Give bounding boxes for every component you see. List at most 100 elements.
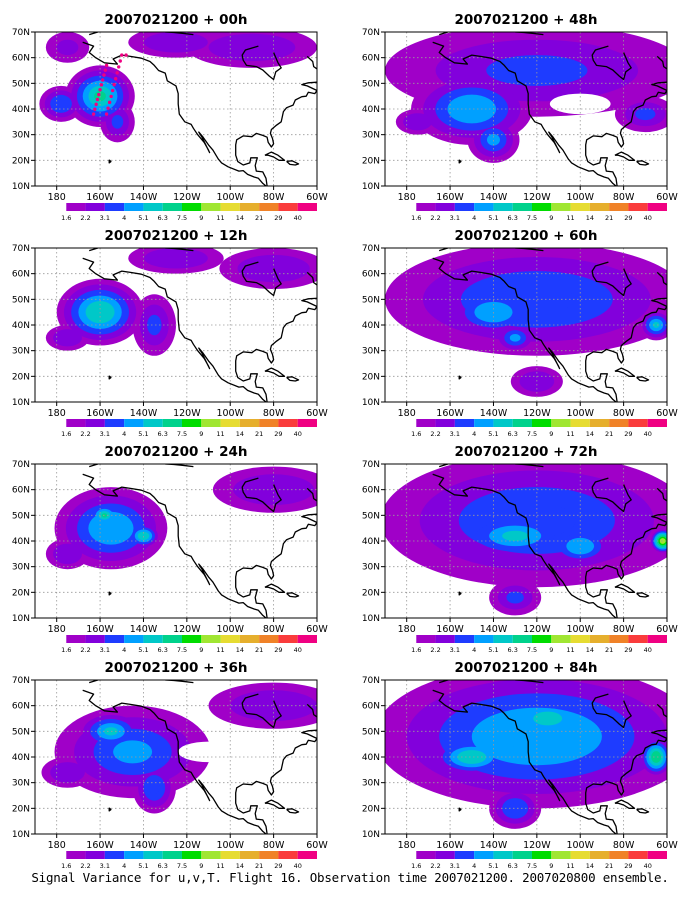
colorbar-label: 11 <box>566 214 574 222</box>
colorbar-label: 29 <box>274 862 282 870</box>
lon-tick-label: 120W <box>173 408 201 419</box>
observation-point <box>97 92 101 97</box>
lat-tick-label: 10N <box>12 614 30 624</box>
colorbar-label: 11 <box>216 430 224 438</box>
map-panel: 2007021200 + 72h 10N 20N 30N 40N 50N 60N 70N 180… <box>362 444 679 654</box>
lat-tick-label: 50N <box>362 511 380 521</box>
lat-tick-label: 20N <box>362 372 380 382</box>
colorbar-swatch <box>532 419 552 427</box>
observation-point <box>102 73 106 77</box>
colorbar-label: 40 <box>294 646 302 654</box>
variance-contour <box>410 117 425 127</box>
panel-title: 2007021200 + 36h <box>104 660 247 676</box>
colorbar-swatch <box>589 419 610 427</box>
colorbar-label: 14 <box>586 430 594 438</box>
colorbar-swatch <box>182 203 202 211</box>
colorbar-swatch <box>66 851 86 859</box>
colorbar-label: 1.6 <box>411 430 421 438</box>
figure-caption: Signal Variance for u,v,T. Flight 16. Ob… <box>31 870 669 885</box>
observation-point <box>100 78 105 82</box>
lat-tick-label: 50N <box>12 727 30 737</box>
panel-title: 2007021200 + 84h <box>454 660 597 676</box>
colorbar-label: 6.3 <box>508 430 518 438</box>
lat-tick-label: 30N <box>362 131 380 141</box>
colorbar-label: 29 <box>624 214 632 222</box>
variance-gap <box>178 741 239 763</box>
colorbar-swatch <box>435 635 455 643</box>
colorbar-label: 3.1 <box>450 214 460 222</box>
colorbar-swatch <box>124 203 144 211</box>
variance-contour <box>509 333 521 342</box>
map-panel: 2007021200 + 48h 10N 20N 30N 40N 50N 60N 70N 180… <box>362 12 679 222</box>
colorbar-swatch <box>647 851 667 859</box>
map-panel: 2007021200 + 12h 10N 20N 30N 40N 50N 60N 70N 180… <box>12 228 329 438</box>
colorbar-label: 5.1 <box>138 214 148 222</box>
lat-tick-label: 60N <box>12 270 30 280</box>
lon-tick-label: 100W <box>566 840 594 851</box>
variance-contour <box>140 533 147 539</box>
colorbar-swatch <box>124 635 144 643</box>
colorbar-label: 21 <box>255 430 263 438</box>
variance-contour <box>652 321 660 329</box>
observation-point <box>104 63 109 68</box>
map-panel: 2007021200 + 00h 10N 20N 30N 40N 50N 60N 70N 180… <box>12 12 329 222</box>
colorbar-swatch <box>220 635 240 643</box>
lat-tick-label: 20N <box>362 804 380 814</box>
variance-contour <box>58 767 77 778</box>
colorbar-label: 14 <box>586 214 594 222</box>
lat-tick-label: 70N <box>362 676 380 686</box>
colorbar-label: 2.2 <box>430 646 440 654</box>
panel-title: 2007021200 + 24h <box>104 444 247 460</box>
colorbar-label: 7.5 <box>527 214 537 222</box>
lon-tick-label: 120W <box>523 624 551 635</box>
colorbar-label: 11 <box>566 430 574 438</box>
colorbar-swatch <box>104 851 125 859</box>
observation-point <box>124 53 128 57</box>
colorbar-label: 14 <box>236 646 244 654</box>
map-grid <box>35 464 317 618</box>
lon-tick-label: 60W <box>656 408 678 419</box>
colorbar-swatch <box>124 419 144 427</box>
colorbar-swatch <box>66 419 86 427</box>
colorbar-label: 29 <box>274 430 282 438</box>
lat-tick-label: 20N <box>362 156 380 166</box>
colorbar-label: 5.1 <box>488 646 498 654</box>
colorbar-swatch <box>124 851 144 859</box>
lat-tick-label: 60N <box>362 270 380 280</box>
colorbar-label: 9 <box>549 430 553 438</box>
observation-point <box>98 88 102 92</box>
colorbar-swatch <box>628 635 648 643</box>
lat-tick-label: 40N <box>12 537 30 547</box>
colorbar-label: 4 <box>472 430 476 438</box>
coastline <box>82 248 317 402</box>
variance-field <box>39 32 317 143</box>
colorbar-swatch <box>143 635 163 643</box>
colorbar-label: 7.5 <box>177 646 187 654</box>
lat-tick-label: 30N <box>12 563 30 573</box>
variance-contour <box>160 37 192 48</box>
colorbar-swatch <box>85 635 105 643</box>
colorbar-label: 6.3 <box>508 214 518 222</box>
lon-tick-label: 80W <box>263 840 285 851</box>
colorbar-swatch <box>397 419 417 427</box>
panel-title: 2007021200 + 72h <box>454 444 597 460</box>
lon-tick-label: 180 <box>48 840 66 851</box>
map-grid <box>385 248 667 402</box>
colorbar-swatch <box>239 635 260 643</box>
panel-title: 2007021200 + 48h <box>454 12 597 28</box>
colorbar-label: 5.1 <box>138 862 148 870</box>
colorbar-label: 21 <box>255 862 263 870</box>
lon-tick-label: 80W <box>613 840 635 851</box>
variance-contour <box>573 542 588 551</box>
colorbar-swatch <box>416 851 436 859</box>
lat-tick-label: 70N <box>12 28 30 38</box>
lat-tick-label: 70N <box>362 244 380 254</box>
map-grid <box>35 32 317 186</box>
colorbar-label: 3.1 <box>100 214 110 222</box>
observation-point <box>91 112 96 116</box>
colorbar-label: 2.2 <box>430 862 440 870</box>
colorbar-label: 14 <box>236 430 244 438</box>
colorbar-swatch <box>512 203 532 211</box>
map-grid <box>35 680 317 834</box>
colorbar-label: 29 <box>624 646 632 654</box>
